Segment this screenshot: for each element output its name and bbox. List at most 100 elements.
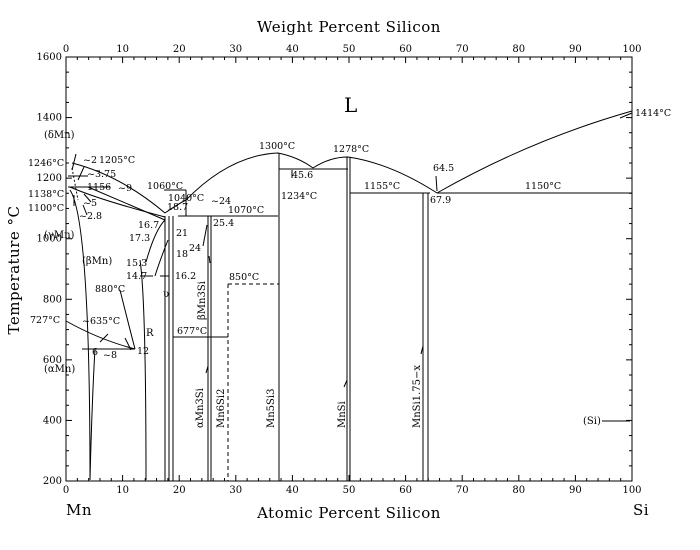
label-153: 15.3 [126, 258, 147, 269]
x-tick-label-bottom: 80 [512, 485, 525, 496]
label-tilde8: ~8 [103, 350, 117, 361]
x-tick-label-top: 0 [63, 44, 69, 55]
liquid-label: L [344, 93, 357, 117]
solvus-lines [65, 167, 169, 481]
x-tick-label-bottom: 90 [569, 485, 582, 496]
x-tick-label-top: 100 [622, 44, 641, 55]
x-tick-label-bottom: 0 [63, 485, 69, 496]
label-187: 18.7 [167, 202, 188, 213]
label-tilde9: ~9 [118, 183, 132, 194]
y-tick-label: 600 [43, 355, 62, 366]
label-677: 677°C [177, 326, 207, 337]
annotation-arrows [71, 112, 633, 422]
label-1060: 1060°C [147, 181, 183, 192]
label-tilde375: ~3.75 [87, 169, 116, 180]
x-tick-label-bottom: 30 [229, 485, 242, 496]
x-tick-label-top: 70 [456, 44, 469, 55]
label-162: 16.2 [175, 271, 196, 282]
bottom-axis-title: Atomic Percent Silicon [256, 504, 441, 522]
phase-labels: (δMn) (γMn) (βMn) (αMn) R υ βMn3Si αMn3S… [44, 130, 601, 428]
y-tick-label: 1000 [37, 234, 62, 245]
phase-mnsi: MnSi [337, 401, 348, 428]
label-1414: 1414°C [635, 108, 671, 119]
x-tick-label-top: 30 [229, 44, 242, 55]
label-6: 6 [92, 347, 98, 358]
phase-mn5si3: Mn5Si3 [266, 389, 277, 428]
x-tick-label-bottom: 40 [286, 485, 299, 496]
label-167: 16.7 [138, 220, 159, 231]
phase-mnsi175: MnSi1.75−x [412, 365, 423, 428]
tick-labels: 0 10 20 30 40 50 60 70 80 90 1000 10 20 30 40 50 60 70 80 9… [37, 44, 642, 496]
phase-beta-mn: (βMn) [82, 256, 112, 267]
label-1150: 1150°C [525, 181, 561, 192]
y-tick-label: 1400 [37, 113, 62, 124]
x-tick-label-top: 40 [286, 44, 299, 55]
phase-alpha-mn: (αMn) [44, 364, 75, 375]
temperature-labels: 1246°C 1205°C 1138°C 1100°C 1060°C 1040°… [28, 108, 671, 337]
phase-r: R [146, 328, 154, 339]
phase-alpha-mn3si: αMn3Si [195, 388, 206, 428]
phase-mn6si2: Mn6Si2 [216, 389, 227, 428]
y-tick-label: 800 [43, 294, 62, 305]
x-tick-label-top: 80 [512, 44, 525, 55]
label-12: 12 [137, 346, 149, 357]
label-147: 14.7 [126, 271, 147, 282]
label-21: 21 [176, 228, 188, 239]
y-tick-label: 1600 [37, 52, 62, 63]
label-456: 45.6 [292, 170, 313, 181]
label-1040: 1040°C [168, 193, 204, 204]
x-tick-label-bottom: 10 [116, 485, 129, 496]
top-axis-title: Weight Percent Silicon [257, 18, 441, 36]
label-679: 67.9 [430, 195, 451, 206]
label-24: 24 [189, 243, 201, 254]
label-1138: 1138°C [28, 189, 64, 200]
phase-gamma-mn: (γMn) [44, 230, 75, 241]
label-1070: 1070°C [228, 205, 264, 216]
plot-frame [65, 56, 633, 482]
x-tick-label-bottom: 60 [399, 485, 412, 496]
label-727: 727°C [30, 315, 60, 326]
label-1100: 1100°C [28, 203, 64, 214]
phase-beta-mn3si: βMn3Si [197, 281, 208, 320]
label-tilde5: ~5 [83, 198, 97, 209]
label-635: ~635°C [82, 316, 120, 327]
x-tick-label-top: 90 [569, 44, 582, 55]
label-1234: 1234°C [281, 191, 317, 202]
composition-labels: ~2 ~3.75 ~5 ~2.8 1156 ~9 16.7 18.7 17.3 … [79, 155, 454, 361]
phase-delta-mn: (δMn) [44, 130, 75, 141]
label-1155: 1155°C [364, 181, 400, 192]
label-645: 64.5 [433, 163, 454, 174]
label-880: 880°C [95, 284, 125, 295]
label-173: 17.3 [129, 233, 150, 244]
label-1278: 1278°C [333, 144, 369, 155]
y-tick-label: 400 [43, 415, 62, 426]
label-1205: 1205°C [99, 155, 135, 166]
phase-si: (Si) [583, 416, 601, 427]
label-1300: 1300°C [259, 141, 295, 152]
y-tick-label: 1200 [37, 173, 62, 184]
y-axis-title: Temperature °C [5, 205, 23, 334]
x-tick-label-top: 50 [343, 44, 356, 55]
x-tick-label-bottom: 100 [622, 485, 641, 496]
label-tilde2: ~2 [83, 155, 97, 166]
x-tick-label-top: 10 [116, 44, 129, 55]
label-tilde24: ~24 [211, 196, 231, 207]
label-1246: 1246°C [28, 158, 64, 169]
right-element-label: Si [633, 501, 649, 519]
left-element-label: Mn [66, 501, 92, 519]
label-18: 18 [176, 249, 188, 260]
label-tilde28: ~2.8 [79, 211, 102, 222]
label-254: 25.4 [213, 218, 234, 229]
x-tick-label-top: 60 [399, 44, 412, 55]
x-tick-label-bottom: 70 [456, 485, 469, 496]
axis-ticks [65, 56, 633, 482]
liquidus-lines [71, 110, 633, 214]
label-1156: 1156 [87, 182, 111, 193]
x-tick-label-bottom: 20 [173, 485, 186, 496]
x-tick-label-bottom: 50 [343, 485, 356, 496]
label-850: 850°C [229, 272, 259, 283]
x-tick-label-top: 20 [173, 44, 186, 55]
y-tick-label: 200 [43, 476, 62, 487]
compound-lines [164, 153, 429, 481]
